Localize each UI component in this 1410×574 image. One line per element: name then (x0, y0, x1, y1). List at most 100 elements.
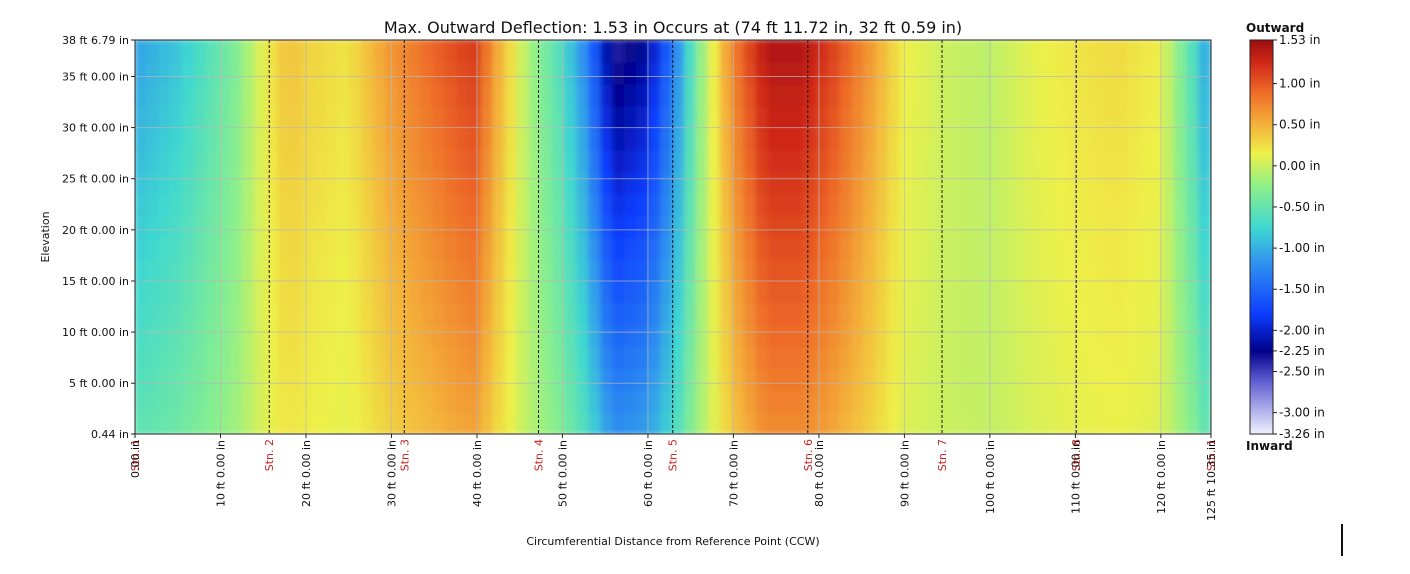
heatmap-cell (135, 170, 148, 195)
heatmap-cell (1102, 60, 1117, 85)
heatmap-cell (994, 257, 1009, 282)
heatmap-cell (337, 192, 352, 217)
heatmap-cell (205, 126, 220, 151)
heatmap-cell (564, 257, 579, 282)
heatmap-cell (815, 367, 830, 392)
heatmap-cell (325, 40, 340, 63)
heatmap-cell (970, 367, 985, 392)
heatmap-cell (695, 82, 710, 107)
heatmap-cell (181, 214, 196, 238)
heatmap-cell (169, 170, 184, 195)
heatmap-cell (157, 214, 172, 238)
heatmap-cell (229, 170, 244, 195)
heatmap-cell (169, 40, 184, 63)
heatmap-cell (731, 367, 746, 392)
heatmap-cell (1114, 104, 1129, 129)
heatmap-cell (1162, 104, 1177, 129)
heatmap-cell (827, 367, 842, 392)
heatmap-cell (803, 301, 818, 326)
heatmap-cell (1006, 40, 1021, 63)
heatmap-cell (624, 126, 639, 151)
heatmap-cell (803, 148, 818, 173)
heatmap-cell (480, 257, 495, 282)
heatmap-cell (887, 170, 902, 195)
heatmap-cell (361, 345, 376, 370)
heatmap-cell (313, 170, 328, 195)
heatmap-cell (1006, 367, 1021, 392)
heatmap-cell (1090, 104, 1105, 129)
x-tick-label: 120 ft 0.00 in (1155, 440, 1168, 514)
heatmap-cell (683, 126, 698, 151)
heatmap-cell (743, 323, 758, 348)
heatmap-cell (779, 367, 794, 392)
heatmap-cell (1138, 279, 1153, 304)
heatmap-cell (145, 411, 160, 434)
heatmap-cell (1066, 192, 1081, 217)
heatmap-cell (337, 60, 352, 85)
heatmap-cell (911, 192, 926, 217)
heatmap-cell (492, 367, 507, 392)
heatmap-cell (313, 60, 328, 85)
station-label: Stn. 2 (263, 439, 276, 471)
heatmap-cell (1138, 301, 1153, 326)
heatmap-cell (958, 60, 973, 85)
heatmap-cell (432, 301, 447, 326)
heatmap-cell (1078, 389, 1093, 414)
heatmap-cell (444, 279, 459, 304)
heatmap-cell (1042, 104, 1057, 129)
heatmap-cell (899, 192, 914, 217)
heatmap-cell (839, 214, 854, 238)
heatmap-cell (588, 192, 603, 217)
heatmap-cell (875, 40, 890, 63)
heatmap-cell (1078, 367, 1093, 392)
heatmap-cell (468, 214, 483, 238)
heatmap-cell (887, 411, 902, 434)
heatmap-cell (480, 323, 495, 348)
heatmap-cell (135, 214, 148, 238)
heatmap-cell (385, 104, 400, 129)
heatmap-cell (349, 257, 364, 282)
heatmap-cell (958, 192, 973, 217)
heatmap-cell (420, 40, 435, 63)
heatmap-cell (1054, 104, 1069, 129)
heatmap-cell (923, 301, 938, 326)
heatmap-cell (420, 345, 435, 370)
heatmap-cell (1198, 40, 1211, 63)
heatmap-cell (1078, 323, 1093, 348)
heatmap-cell (1126, 323, 1141, 348)
x-tick-label: 20 ft 0.00 in (300, 440, 313, 507)
heatmap-cell (349, 104, 364, 129)
heatmap-cell (911, 60, 926, 85)
heatmap-cell (1198, 411, 1211, 434)
heatmap-cell (911, 301, 926, 326)
heatmap-cell (504, 214, 519, 238)
heatmap-cell (145, 40, 160, 63)
heatmap-cell (719, 148, 734, 173)
station-label: Stn. 1 (129, 439, 142, 471)
heatmap-cell (731, 60, 746, 85)
heatmap-cell (480, 82, 495, 107)
heatmap-cell (349, 301, 364, 326)
heatmap-cell (695, 60, 710, 85)
heatmap-cell (552, 126, 567, 151)
heatmap-cell (516, 60, 531, 85)
heatmap-cell (1174, 345, 1189, 370)
y-tick-label: 5 ft 0.00 in (69, 377, 129, 390)
heatmap-cell (887, 214, 902, 238)
heatmap-cell (600, 279, 615, 304)
heatmap-cell (946, 40, 961, 63)
heatmap-cell (899, 411, 914, 434)
heatmap-cell (1066, 148, 1081, 173)
heatmap-cell (791, 126, 806, 151)
heatmap-cell (361, 367, 376, 392)
heatmap-cell (241, 236, 256, 260)
heatmap-cell (480, 236, 495, 260)
heatmap-cell (325, 236, 340, 260)
y-tick-label: 0.44 in (91, 428, 129, 441)
heatmap-cell (552, 236, 567, 260)
heatmap-cell (420, 301, 435, 326)
heatmap-cell (1066, 367, 1081, 392)
heatmap-cell (229, 279, 244, 304)
heatmap-cell (313, 236, 328, 260)
